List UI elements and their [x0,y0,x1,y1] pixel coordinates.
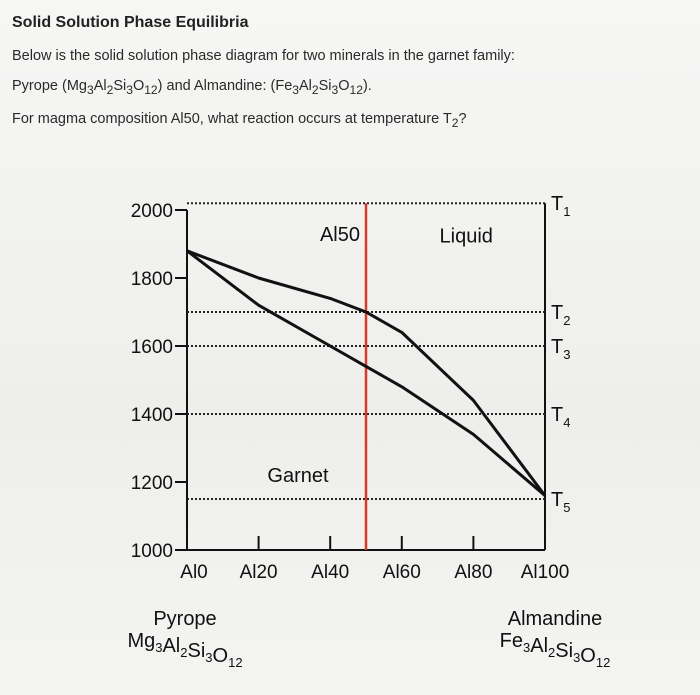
temperature-label-subscript: 1 [563,204,570,219]
x-tick-label-Al0: Al0 [180,562,207,583]
composition-label: Al50 [320,224,360,246]
temperature-label-subscript: 2 [563,313,570,328]
almandine-formula-subscript: 12 [596,655,610,670]
temperature-label-subscript: 5 [563,500,570,515]
y-tick-label-1800: 1800 [131,269,173,290]
temperature-label-t1: T1 [551,193,570,219]
x-tick-label-Al100: Al100 [521,562,570,583]
x-tick-label-Al80: Al80 [454,562,492,583]
temperature-label-name: T [551,489,563,511]
x-tick-label-Al60: Al60 [383,562,421,583]
pyrope-prefix: Pyrope ( [12,78,67,94]
pyrope-formula-element: Mg [127,630,155,652]
liquid-region-label: Liquid [440,226,493,248]
y-tick-label-2000: 2000 [131,201,173,222]
x-tick-label-Al20: Al20 [240,562,278,583]
almandine-formula-label: Fe3Al2Si3O12 [500,630,611,670]
almandine-prefix: ) and Almandine: ( [157,78,276,94]
almandine-formula: Fe3Al2Si3O12 [275,78,363,97]
definitions-suffix: ). [362,78,372,94]
temperature-label-name: T [551,302,563,324]
almandine-formula-subscript: 2 [548,645,555,660]
question-prefix: For magma composition Al50, what reactio… [12,110,443,127]
pyrope-formula-element: O [213,645,229,667]
y-tick-label-1400: 1400 [131,405,173,426]
question-temperature-subscript: 2 [451,115,459,130]
pyrope-formula-label: Mg3Al2Si3O12 [127,630,242,670]
almandine-formula-element: Fe [500,630,523,652]
pyrope-formula-subscript: 3 [205,650,212,665]
temperature-label-subscript: 3 [563,347,570,362]
pyrope-formula-subscript: 12 [228,655,242,670]
pyrope-formula-element: Si [188,640,206,662]
mineral-definitions: Pyrope (Mg3Al2Si3O12) and Almandine: (Fe… [12,78,682,97]
temperature-label-t3: T3 [551,336,570,362]
solidus-curve [186,249,546,497]
question-text: For magma composition Al50, what reactio… [12,111,682,130]
temperature-label-subscript: 4 [563,415,570,430]
almandine-formula-element: Al [530,635,548,657]
pyrope-name: Pyrope [153,608,216,630]
y-tick-label-1000: 1000 [131,541,173,562]
temperature-label-t2: T2 [551,302,570,328]
temperature-label-name: T [551,336,563,358]
x-tick-label-Al40: Al40 [311,562,349,583]
y-tick-label-1200: 1200 [131,473,173,494]
pyrope-formula: Mg3Al2Si3O12 [66,78,158,97]
temperature-label-name: T [551,404,563,426]
question-suffix: ? [458,110,467,127]
temperature-label-name: T [551,193,563,215]
almandine-name: Almandine [508,608,603,630]
almandine-formula-element: O [580,645,596,667]
garnet-region-label: Garnet [267,465,329,487]
liquidus-curve [186,249,547,497]
intro-text: Below is the solid solution phase diagra… [12,48,515,64]
pyrope-formula-element: Al [162,635,180,657]
almandine-formula-element: Si [555,640,573,662]
temperature-label-t4: T4 [551,404,570,430]
problem-header: Solid Solution Phase Equilibria Below is… [12,14,682,144]
y-tick-label-1600: 1600 [131,337,173,358]
pyrope-formula-subscript: 2 [180,645,187,660]
page-title: Solid Solution Phase Equilibria [12,14,249,31]
pyrope-formula-subscript: 3 [155,640,162,655]
temperature-label-t5: T5 [551,489,570,515]
question-temperature: T [442,110,452,127]
almandine-formula-subscript: 3 [523,640,530,655]
almandine-formula-subscript: 3 [573,650,580,665]
